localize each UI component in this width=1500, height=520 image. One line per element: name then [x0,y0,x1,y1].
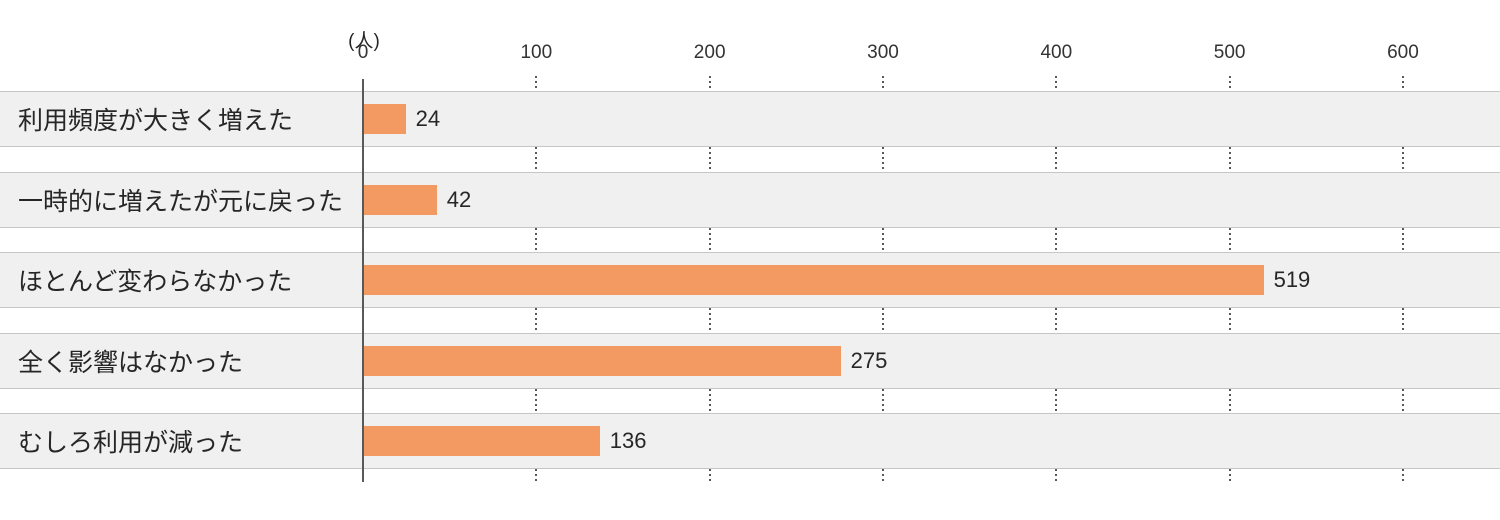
gridline [1228,76,1231,91]
gridline [535,469,538,481]
gridline [535,388,538,414]
x-tick-label: 400 [1040,42,1073,63]
category-label: 全く影響はなかった [18,348,244,377]
x-tick-label: 500 [1213,42,1246,63]
value-label: 275 [850,347,888,373]
gridline [1055,388,1058,414]
x-tick-label: 0 [357,42,369,63]
value-label: 42 [446,186,472,212]
value-label: 24 [415,106,441,131]
row-band: むしろ利用が減った [0,413,1500,470]
gridline [1228,147,1231,172]
row-band: 一時的に増えたが元に戻った [0,171,1500,228]
bar [364,184,437,215]
gridline [708,76,711,91]
x-tick-label: 100 [520,42,553,63]
gridline [1401,227,1404,253]
gridline [1055,469,1058,481]
value-label: 519 [1273,267,1311,293]
category-label: むしろ利用が減った [18,429,244,458]
bar [364,426,600,457]
category-label: 一時的に増えたが元に戻った [18,187,344,216]
bar [364,345,841,376]
gridline [708,469,711,481]
gridline [1055,147,1058,172]
gridline [535,227,538,253]
axis-unit-label: (人) [348,31,380,52]
gridline [881,308,884,333]
x-tick-label: 200 [693,42,726,63]
row-band: 利用頻度が大きく増えた [0,91,1500,147]
y-axis-line [362,79,364,482]
gridline [1228,227,1231,253]
gridline [1401,147,1404,172]
gridline [881,388,884,414]
x-tick-label: 300 [867,42,899,63]
gridline [708,388,711,414]
value-label: 136 [609,428,647,454]
gridline [535,308,538,333]
x-tick-label: 600 [1387,42,1419,63]
gridline [1228,469,1231,481]
gridline [708,147,711,172]
gridline [1055,308,1058,333]
gridline [1228,388,1231,414]
gridline [1401,308,1404,333]
gridline [708,308,711,333]
gridline [535,147,538,172]
gridline [1055,76,1058,91]
bar [364,104,406,134]
gridline [708,227,711,253]
gridline [881,76,884,91]
category-label: ほとんど変わらなかった [18,268,293,297]
category-label: 利用頻度が大きく増えた [18,107,294,135]
gridline [881,147,884,172]
gridline [535,76,538,91]
gridline [1055,227,1058,253]
gridline [1401,76,1404,91]
gridline [1401,469,1404,481]
gridline [1228,308,1231,333]
bar [364,265,1264,296]
gridline [881,469,884,481]
gridline [881,227,884,253]
gridline [1401,388,1404,414]
